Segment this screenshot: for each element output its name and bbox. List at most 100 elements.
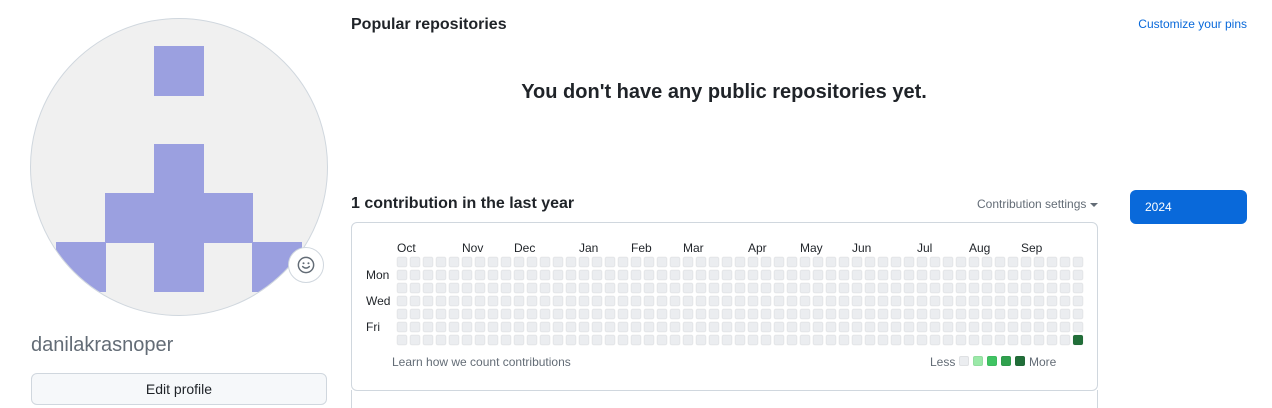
contribution-day-cell[interactable]: [578, 269, 590, 281]
contribution-day-cell[interactable]: [968, 295, 980, 307]
contribution-day-cell[interactable]: [1072, 269, 1084, 281]
contribution-day-cell[interactable]: [396, 334, 408, 346]
contribution-day-cell[interactable]: [565, 256, 577, 268]
contribution-day-cell[interactable]: [630, 282, 642, 294]
contribution-day-cell[interactable]: [500, 308, 512, 320]
contribution-day-cell[interactable]: [942, 308, 954, 320]
contribution-day-cell[interactable]: [526, 295, 538, 307]
contribution-day-cell[interactable]: [643, 256, 655, 268]
contribution-day-cell[interactable]: [422, 295, 434, 307]
contribution-day-cell[interactable]: [838, 334, 850, 346]
contribution-day-cell[interactable]: [1020, 321, 1032, 333]
contribution-day-cell[interactable]: [916, 282, 928, 294]
contribution-day-cell[interactable]: [669, 321, 681, 333]
contribution-day-cell[interactable]: [1059, 282, 1071, 294]
contribution-day-cell[interactable]: [877, 334, 889, 346]
contribution-day-cell[interactable]: [708, 321, 720, 333]
contribution-day-cell[interactable]: [448, 295, 460, 307]
contribution-day-cell[interactable]: [838, 308, 850, 320]
contribution-day-cell[interactable]: [695, 334, 707, 346]
contribution-day-cell[interactable]: [1072, 308, 1084, 320]
contribution-day-cell[interactable]: [877, 282, 889, 294]
contribution-day-cell[interactable]: [1007, 321, 1019, 333]
contribution-day-cell[interactable]: [656, 295, 668, 307]
contribution-day-cell[interactable]: [812, 295, 824, 307]
contribution-day-cell[interactable]: [903, 295, 915, 307]
contribution-day-cell[interactable]: [942, 256, 954, 268]
contribution-day-cell[interactable]: [851, 308, 863, 320]
contribution-day-cell[interactable]: [955, 334, 967, 346]
contribution-day-cell[interactable]: [565, 321, 577, 333]
contribution-day-cell[interactable]: [890, 295, 902, 307]
contribution-day-cell[interactable]: [760, 308, 772, 320]
contribution-day-cell[interactable]: [903, 256, 915, 268]
contribution-day-cell[interactable]: [734, 295, 746, 307]
contribution-day-cell[interactable]: [643, 295, 655, 307]
contribution-day-cell[interactable]: [851, 269, 863, 281]
contribution-day-cell[interactable]: [864, 295, 876, 307]
contribution-day-cell[interactable]: [1046, 269, 1058, 281]
contribution-day-cell[interactable]: [968, 256, 980, 268]
contribution-day-cell[interactable]: [695, 295, 707, 307]
contribution-day-cell[interactable]: [877, 308, 889, 320]
contribution-day-cell[interactable]: [396, 269, 408, 281]
contribution-day-cell[interactable]: [578, 308, 590, 320]
contribution-day-cell[interactable]: [1033, 308, 1045, 320]
contribution-day-cell[interactable]: [825, 321, 837, 333]
contribution-day-cell[interactable]: [513, 295, 525, 307]
contribution-day-cell[interactable]: [656, 321, 668, 333]
contribution-day-cell[interactable]: [955, 295, 967, 307]
contribution-day-cell[interactable]: [1072, 282, 1084, 294]
contribution-day-cell[interactable]: [682, 269, 694, 281]
contribution-day-cell[interactable]: [890, 321, 902, 333]
contribution-day-cell[interactable]: [630, 308, 642, 320]
contribution-day-cell[interactable]: [1020, 295, 1032, 307]
contribution-day-cell[interactable]: [968, 308, 980, 320]
contribution-day-cell[interactable]: [721, 308, 733, 320]
contribution-day-cell[interactable]: [539, 282, 551, 294]
contribution-day-cell[interactable]: [1033, 321, 1045, 333]
contribution-day-cell[interactable]: [396, 282, 408, 294]
contribution-day-cell[interactable]: [799, 256, 811, 268]
contribution-day-cell[interactable]: [487, 321, 499, 333]
contribution-day-cell[interactable]: [760, 334, 772, 346]
contribution-day-cell[interactable]: [552, 295, 564, 307]
contribution-day-cell[interactable]: [682, 321, 694, 333]
contribution-day-cell[interactable]: [773, 321, 785, 333]
contribution-day-cell[interactable]: [526, 269, 538, 281]
contribution-day-cell[interactable]: [422, 282, 434, 294]
contribution-day-cell[interactable]: [487, 269, 499, 281]
contribution-day-cell[interactable]: [773, 256, 785, 268]
contribution-day-cell[interactable]: [656, 334, 668, 346]
contribution-day-cell[interactable]: [682, 308, 694, 320]
contribution-day-cell[interactable]: [760, 256, 772, 268]
contribution-day-cell[interactable]: [1007, 308, 1019, 320]
contribution-day-cell[interactable]: [435, 321, 447, 333]
contribution-day-cell[interactable]: [396, 321, 408, 333]
contribution-day-cell[interactable]: [487, 282, 499, 294]
contribution-day-cell[interactable]: [435, 256, 447, 268]
contribution-day-cell[interactable]: [734, 269, 746, 281]
contribution-day-cell[interactable]: [1007, 256, 1019, 268]
contribution-day-cell[interactable]: [825, 282, 837, 294]
contribution-day-cell[interactable]: [422, 321, 434, 333]
contribution-day-cell[interactable]: [422, 334, 434, 346]
contribution-day-cell[interactable]: [617, 334, 629, 346]
contribution-day-cell[interactable]: [825, 308, 837, 320]
contribution-day-cell[interactable]: [435, 334, 447, 346]
contribution-day-cell[interactable]: [981, 295, 993, 307]
contribution-day-cell[interactable]: [994, 282, 1006, 294]
contribution-day-cell[interactable]: [747, 295, 759, 307]
contribution-day-cell[interactable]: [721, 295, 733, 307]
contribution-day-cell[interactable]: [864, 269, 876, 281]
contribution-day-cell[interactable]: [1033, 334, 1045, 346]
contribution-day-cell[interactable]: [565, 282, 577, 294]
contribution-day-cell[interactable]: [422, 269, 434, 281]
contribution-day-cell[interactable]: [409, 321, 421, 333]
contribution-day-cell[interactable]: [604, 321, 616, 333]
contribution-day-cell[interactable]: [877, 321, 889, 333]
contribution-day-cell[interactable]: [877, 295, 889, 307]
contribution-day-cell[interactable]: [812, 256, 824, 268]
contribution-day-cell[interactable]: [604, 295, 616, 307]
contribution-day-cell[interactable]: [1020, 269, 1032, 281]
